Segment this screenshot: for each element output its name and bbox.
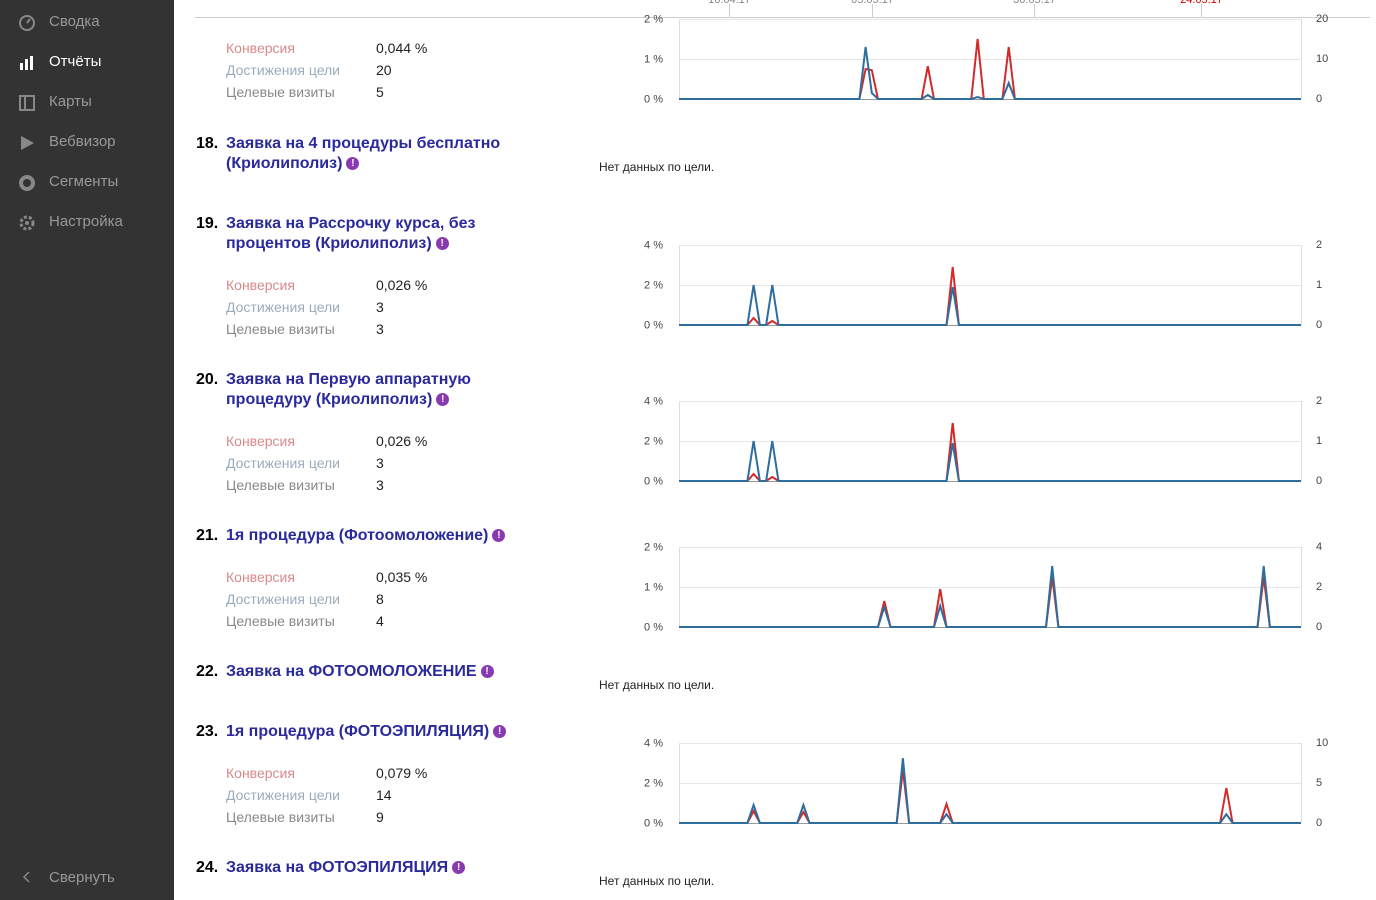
stat-value: 5 xyxy=(376,84,384,100)
stat-value: 8 xyxy=(376,591,384,607)
icon xyxy=(22,871,30,883)
stat-label: Целевые визиты xyxy=(226,613,335,629)
no-data: Нет данных по цели. xyxy=(599,874,715,888)
stat-label: Целевые визиты xyxy=(226,809,335,825)
info-icon[interactable]: ! xyxy=(493,725,507,738)
goal-title[interactable]: Заявка на ФОТООМОЛОЖЕНИЕ! xyxy=(226,662,516,682)
stat-value: 14 xyxy=(376,787,392,803)
stat-value: 0,026 % xyxy=(376,277,428,293)
stat-label: Конверсия xyxy=(226,40,295,56)
goal-title[interactable]: 1я процедура (ФОТОЭПИЛЯЦИЯ)! xyxy=(226,722,516,742)
stat-value: 4 xyxy=(376,613,384,629)
info-icon[interactable]: ! xyxy=(480,665,494,678)
icon xyxy=(19,15,35,31)
goal-number: 22. xyxy=(196,663,219,680)
stat-value: 0,035 % xyxy=(376,569,428,585)
goal-title[interactable]: Заявка на Первую аппаратную процедуру (К… xyxy=(226,371,471,408)
stat-label: Достижения цели xyxy=(226,299,341,315)
stat-value: 0,079 % xyxy=(376,765,428,781)
stat-label: Конверсия xyxy=(226,433,295,449)
stat-value: 20 xyxy=(376,62,392,78)
icon xyxy=(19,95,35,111)
stat-value: 3 xyxy=(376,455,384,471)
goal-number: 21. xyxy=(196,527,219,544)
sidebar: Сводка Отчёты Карты Вебвизор Сегменты Настрой… xyxy=(0,0,174,900)
stat-value: 3 xyxy=(376,477,384,493)
goal-number: 18. xyxy=(196,135,219,152)
goal-title[interactable]: Заявка на 4 процедуры бесплатно (Криолип… xyxy=(226,135,501,172)
info-icon[interactable]: ! xyxy=(492,529,506,542)
stat-value: 0,026 % xyxy=(376,433,428,449)
stat-label: Целевые визиты xyxy=(226,477,335,493)
stat-label: Достижения цели xyxy=(226,455,341,471)
stat-label: Целевые визиты xyxy=(226,321,335,337)
nav-item[interactable]: Сегменты xyxy=(49,173,119,190)
stat-value: 9 xyxy=(376,809,384,825)
stat-label: Достижения цели xyxy=(226,787,341,803)
goal-number: 23. xyxy=(196,723,219,740)
nav-item[interactable]: Карты xyxy=(49,93,92,110)
icon xyxy=(21,136,34,150)
stat-value: 0,044 % xyxy=(376,40,428,56)
collapse-button[interactable]: Свернуть xyxy=(49,869,115,886)
stat-label: Конверсия xyxy=(226,569,295,585)
stat-value: 3 xyxy=(376,321,384,337)
goal-number: 20. xyxy=(196,371,219,388)
stat-label: Достижения цели xyxy=(226,591,341,607)
nav-item[interactable]: Настройка xyxy=(49,213,123,230)
main: Конверсия 0,044 % Достижения цели 20 Целевые… xyxy=(174,0,1376,900)
icon xyxy=(19,175,35,191)
goal-title[interactable]: 1я процедура (Фотоомоложение)! xyxy=(226,526,516,546)
info-icon[interactable]: ! xyxy=(346,157,360,170)
goal-number: 19. xyxy=(196,215,219,232)
stat-value: 3 xyxy=(376,299,384,315)
nav-item[interactable]: Сводка xyxy=(49,13,100,30)
goal-title[interactable]: Заявка на ФОТОЭПИЛЯЦИЯ! xyxy=(226,858,516,878)
info-icon[interactable]: ! xyxy=(436,393,450,406)
no-data: Нет данных по цели. xyxy=(599,160,715,174)
stat-label: Конверсия xyxy=(226,277,295,293)
stat-label: Целевые визиты xyxy=(226,84,335,100)
info-icon[interactable]: ! xyxy=(452,861,466,874)
icon xyxy=(20,56,33,70)
goal-title[interactable]: Заявка на Рассрочку курса, без процентов… xyxy=(226,215,476,252)
nav-item[interactable]: Вебвизор xyxy=(49,133,116,150)
icon xyxy=(19,215,35,231)
info-icon[interactable]: ! xyxy=(435,237,449,250)
stat-label: Достижения цели xyxy=(226,62,341,78)
goal-number: 24. xyxy=(196,859,219,876)
no-data: Нет данных по цели. xyxy=(599,678,715,692)
nav-item[interactable]: Отчёты xyxy=(49,53,102,70)
stat-label: Конверсия xyxy=(226,765,295,781)
